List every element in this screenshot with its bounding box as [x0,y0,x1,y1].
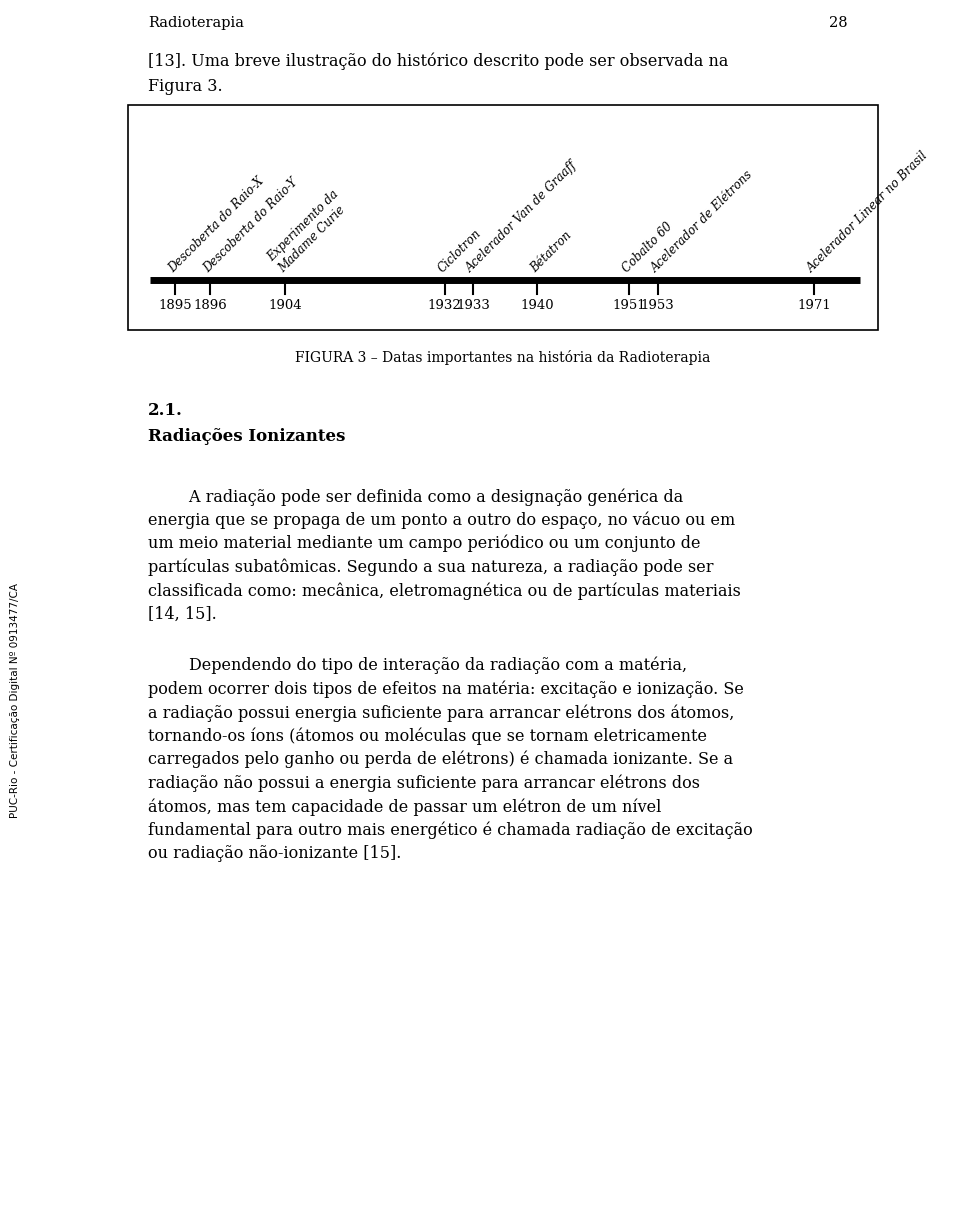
Text: Acelerador Van de Graaff: Acelerador Van de Graaff [464,159,580,275]
Text: a radiação possui energia suficiente para arrancar elétrons dos átomos,: a radiação possui energia suficiente par… [148,704,734,722]
Text: 1896: 1896 [194,299,228,311]
Text: energia que se propaga de um ponto a outro do espaço, no vácuo ou em: energia que se propaga de um ponto a out… [148,512,735,529]
Text: Figura 3.: Figura 3. [148,78,223,95]
Text: 1932: 1932 [428,299,462,311]
Text: 1951: 1951 [612,299,646,311]
Text: Radiações Ionizantes: Radiações Ionizantes [148,428,346,445]
Text: 1895: 1895 [158,299,192,311]
Text: Dependendo do tipo de interação da radiação com a matéria,: Dependendo do tipo de interação da radia… [148,657,687,675]
Text: 1904: 1904 [268,299,301,311]
Text: 1933: 1933 [456,299,490,311]
Text: 28: 28 [829,16,848,30]
Text: partículas subatômicas. Segundo a sua natureza, a radiação pode ser: partículas subatômicas. Segundo a sua na… [148,559,713,576]
Text: 1953: 1953 [640,299,675,311]
Text: 1971: 1971 [797,299,830,311]
Text: Acelerador de Elétrons: Acelerador de Elétrons [648,168,756,275]
Text: Radioterapia: Radioterapia [148,16,244,30]
Text: A radiação pode ser definida como a designação genérica da: A radiação pode ser definida como a desi… [148,488,684,506]
Text: 2.1.: 2.1. [148,402,182,419]
Text: [13]. Uma breve ilustração do histórico descrito pode ser observada na: [13]. Uma breve ilustração do histórico … [148,52,729,70]
Text: classificada como: mecânica, eletromagnética ou de partículas materiais: classificada como: mecânica, eletromagné… [148,582,741,600]
Bar [128,105,878,330]
Text: PUC-Rio - Certificação Digital Nº 0913477/CA: PUC-Rio - Certificação Digital Nº 091347… [10,583,20,817]
Text: átomos, mas tem capacidade de passar um elétron de um nível: átomos, mas tem capacidade de passar um … [148,798,661,816]
Text: Ciclotron: Ciclotron [436,227,484,275]
Text: FIGURA 3 – Datas importantes na história da Radioterapia: FIGURA 3 – Datas importantes na história… [296,350,710,365]
Text: Experimento da
Madame Curie: Experimento da Madame Curie [265,188,352,275]
Text: carregados pelo ganho ou perda de elétrons) é chamada ionizante. Se a: carregados pelo ganho ou perda de elétro… [148,751,733,769]
Text: ou radiação não-ionizante [15].: ou radiação não-ionizante [15]. [148,845,401,862]
Text: Cobalto 60: Cobalto 60 [620,220,675,275]
Text: fundamental para outro mais energético é chamada radiação de excitação: fundamental para outro mais energético é… [148,822,753,839]
Text: tornando-os íons (átomos ou moléculas que se tornam eletricamente: tornando-os íons (átomos ou moléculas qu… [148,728,707,745]
Text: radiação não possui a energia suficiente para arrancar elétrons dos: radiação não possui a energia suficiente… [148,775,700,792]
Text: podem ocorrer dois tipos de efeitos na matéria: excitação e ionização. Se: podem ocorrer dois tipos de efeitos na m… [148,681,744,698]
Text: [14, 15].: [14, 15]. [148,606,217,623]
Text: Bétatron: Bétatron [528,228,574,275]
Text: um meio material mediante um campo periódico ou um conjunto de: um meio material mediante um campo perió… [148,535,701,553]
Text: 1940: 1940 [520,299,554,311]
Text: Acelerador Linear no Brasil: Acelerador Linear no Brasil [804,148,930,275]
Text: Descoberta do Raio-X: Descoberta do Raio-X [166,175,266,275]
Text: Descoberta do Raio-Y: Descoberta do Raio-Y [202,175,300,275]
